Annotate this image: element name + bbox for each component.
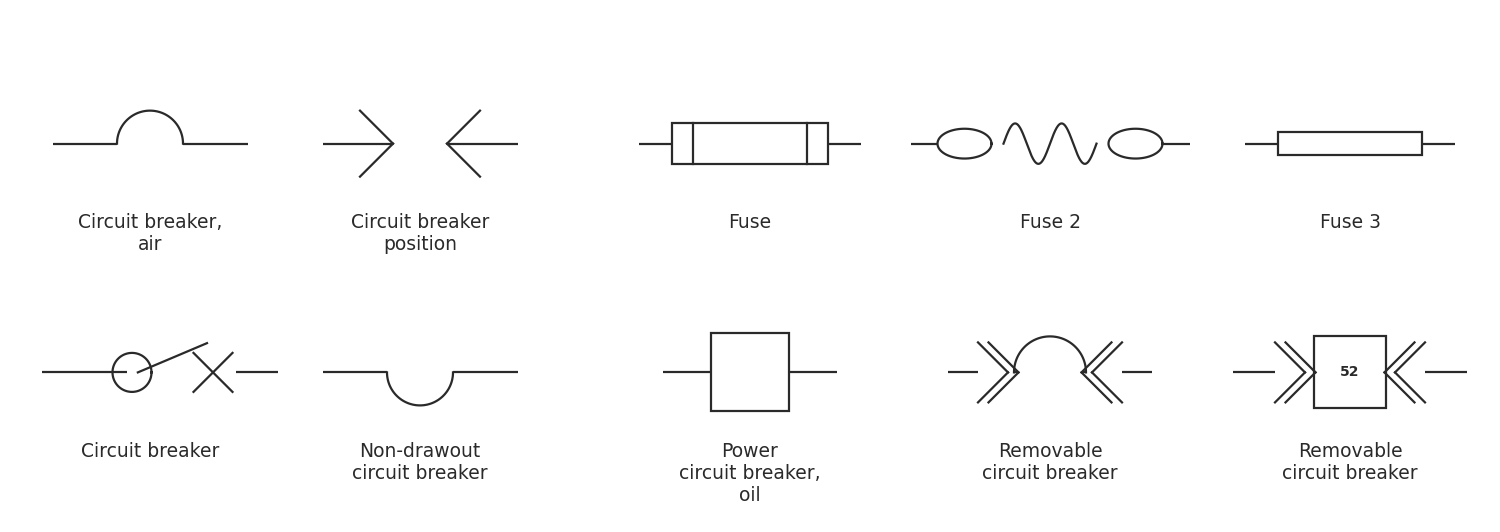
Text: Circuit breaker
position: Circuit breaker position xyxy=(351,213,489,254)
Text: Fuse 3: Fuse 3 xyxy=(1320,213,1380,232)
Bar xyxy=(672,123,828,164)
Text: Circuit breaker,
air: Circuit breaker, air xyxy=(78,213,222,254)
Bar xyxy=(1278,132,1422,155)
Bar xyxy=(1314,336,1386,409)
Text: Non-drawout
circuit breaker: Non-drawout circuit breaker xyxy=(352,442,488,483)
Text: 52: 52 xyxy=(1341,365,1359,379)
Text: Fuse: Fuse xyxy=(729,213,771,232)
Text: Circuit breaker: Circuit breaker xyxy=(81,442,219,461)
Bar xyxy=(711,334,789,411)
Text: Fuse 2: Fuse 2 xyxy=(1020,213,1080,232)
Text: Removable
circuit breaker: Removable circuit breaker xyxy=(1282,442,1418,483)
Text: Removable
circuit breaker: Removable circuit breaker xyxy=(982,442,1118,483)
Text: Power
circuit breaker,
oil: Power circuit breaker, oil xyxy=(680,442,820,504)
